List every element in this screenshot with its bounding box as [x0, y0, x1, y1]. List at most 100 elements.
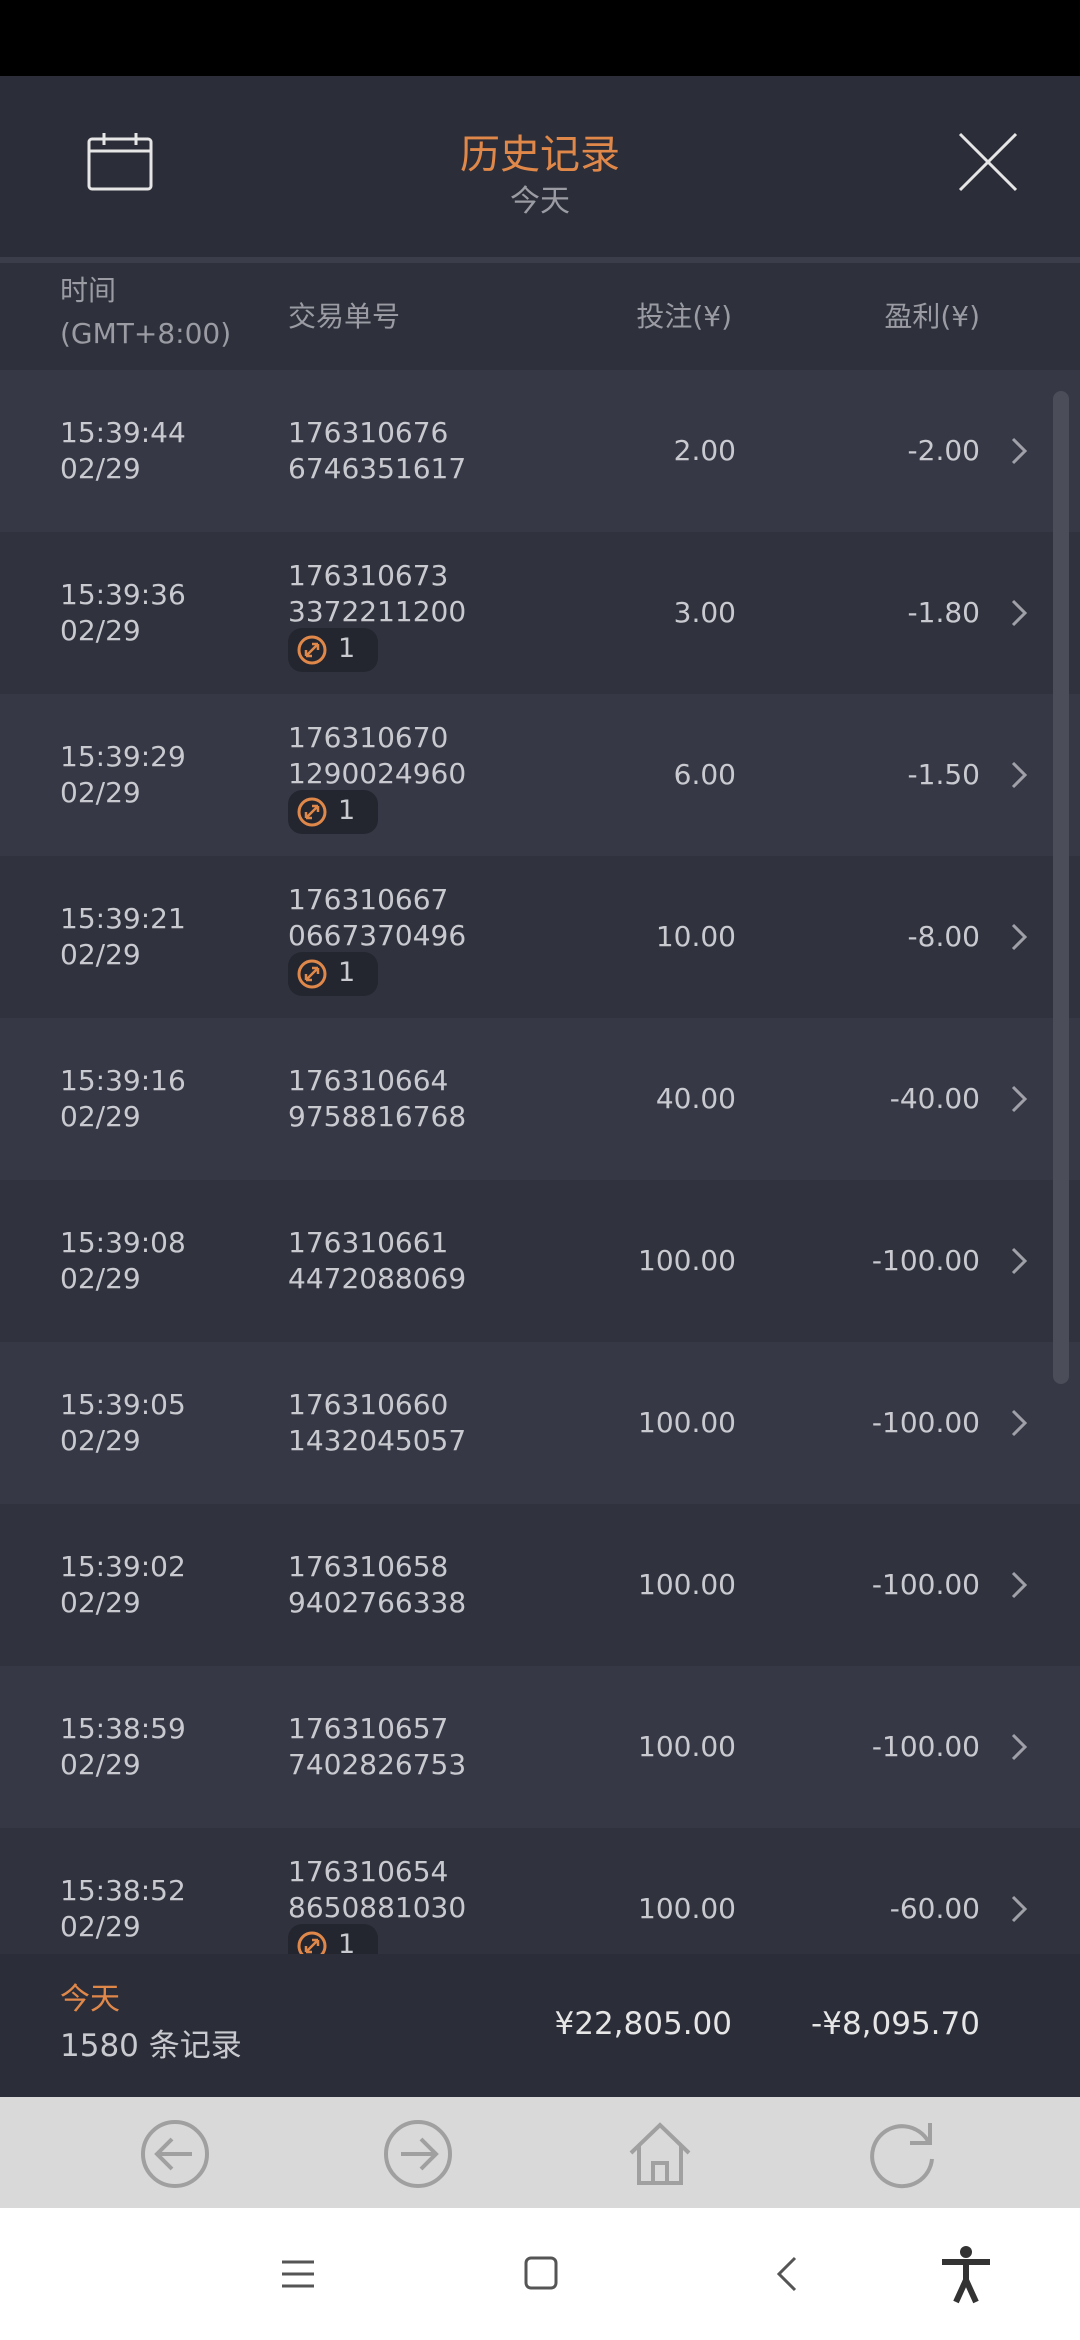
row-date: 02/29 [60, 1262, 141, 1295]
row-date: 02/29 [60, 1586, 141, 1619]
badge-count: 1 [338, 1929, 356, 1954]
back-nav-button[interactable] [775, 2256, 799, 2292]
col-bet: 投注(¥) [636, 300, 732, 333]
row-profit: -100.00 [871, 1244, 980, 1277]
row-bet: 2.00 [673, 434, 736, 467]
row-badge: 1 [288, 790, 378, 834]
badge-icon [297, 797, 327, 827]
row-date: 02/29 [60, 938, 141, 971]
recents-button[interactable] [282, 2258, 314, 2290]
row-bet: 100.00 [638, 1568, 736, 1601]
record-row[interactable]: 15:39:08 02/29 176310661 4472088069 100.00 -1… [0, 1180, 1080, 1342]
row-order-id: 176310667 [288, 883, 449, 916]
row-profit: -40.00 [889, 1082, 980, 1115]
row-bet: 100.00 [638, 1892, 736, 1925]
row-time: 15:38:52 [60, 1874, 186, 1907]
row-profit: -100.00 [871, 1568, 980, 1601]
back-button[interactable] [140, 2119, 210, 2189]
record-row[interactable]: 15:39:36 02/29 176310673 3372211200 1 3.00 -1.… [0, 532, 1080, 694]
badge-count: 1 [338, 795, 356, 826]
record-row[interactable]: 15:39:21 02/29 176310667 0667370496 1 10.00 -8… [0, 856, 1080, 1018]
row-profit: -1.80 [907, 596, 980, 629]
row-badge: 1 [288, 1924, 378, 1954]
home-button[interactable] [625, 2119, 695, 2189]
footer-total-profit: -¥8,095.70 [811, 2006, 980, 2042]
row-order-id: 176310661 [288, 1226, 449, 1259]
row-time: 15:39:02 [60, 1550, 186, 1583]
browser-toolbar [0, 2097, 1080, 2208]
record-row[interactable]: 15:38:59 02/29 176310657 7402826753 100.00 -1… [0, 1666, 1080, 1828]
column-header: 时间 (GMT+8:00) 交易单号 投注(¥) 盈利(¥) [0, 263, 1080, 370]
row-order-id: 3372211200 [288, 595, 467, 628]
row-date: 02/29 [60, 1748, 141, 1781]
row-chevron [1010, 1733, 1028, 1761]
row-date: 02/29 [60, 614, 141, 647]
row-time: 15:39:36 [60, 578, 186, 611]
row-chevron [1010, 437, 1028, 465]
row-order-id: 4472088069 [288, 1262, 467, 1295]
calendar-button[interactable] [86, 131, 154, 193]
row-order-id: 0667370496 [288, 919, 467, 952]
row-order-id: 176310658 [288, 1550, 449, 1583]
col-time: 时间 [60, 274, 117, 307]
header: 历史记录 今天 [0, 76, 1080, 257]
row-profit: -60.00 [889, 1892, 980, 1925]
row-order-id: 176310657 [288, 1712, 449, 1745]
row-time: 15:38:59 [60, 1712, 186, 1745]
row-badge: 1 [288, 628, 378, 672]
row-bet: 100.00 [638, 1730, 736, 1763]
row-profit: -100.00 [871, 1406, 980, 1439]
row-bet: 100.00 [638, 1244, 736, 1277]
row-bet: 100.00 [638, 1406, 736, 1439]
record-row[interactable]: 15:39:02 02/29 176310658 9402766338 100.00 -1… [0, 1504, 1080, 1666]
row-time: 15:39:44 [60, 416, 186, 449]
row-profit: -1.50 [907, 758, 980, 791]
record-list: 15:39:44 02/29 176310676 6746351617 2.00 -2.0… [0, 370, 1080, 1954]
row-badge: 1 [288, 952, 378, 996]
badge-count: 1 [338, 633, 356, 664]
record-row[interactable]: 15:39:16 02/29 176310664 9758816768 40.00 -40… [0, 1018, 1080, 1180]
row-time: 15:39:21 [60, 902, 186, 935]
row-order-id: 1432045057 [288, 1424, 467, 1457]
record-row[interactable]: 15:38:52 02/29 176310654 8650881030 1 100.00 -… [0, 1828, 1080, 1954]
badge-count: 1 [338, 957, 356, 988]
title: 历史记录 [460, 132, 620, 178]
row-order-id: 9402766338 [288, 1586, 467, 1619]
row-profit: -100.00 [871, 1730, 980, 1763]
col-order-id: 交易单号 [288, 300, 401, 333]
row-order-id: 176310660 [288, 1388, 449, 1421]
row-time: 15:39:16 [60, 1064, 186, 1097]
footer-total-bet: ¥22,805.00 [554, 2006, 733, 2042]
row-bet: 3.00 [673, 596, 736, 629]
row-time: 15:39:05 [60, 1388, 186, 1421]
close-button[interactable] [958, 132, 1018, 192]
record-row[interactable]: 15:39:05 02/29 176310660 1432045057 100.00 -1… [0, 1342, 1080, 1504]
row-date: 02/29 [60, 1424, 141, 1457]
home-nav-button[interactable] [524, 2256, 558, 2290]
status-bar [0, 0, 1080, 76]
row-time: 15:39:29 [60, 740, 186, 773]
record-row[interactable]: 15:39:44 02/29 176310676 6746351617 2.00 -2.0… [0, 370, 1080, 532]
row-date: 02/29 [60, 452, 141, 485]
summary-footer: 今天 1580 条记录 ¥22,805.00 -¥8,095.70 [0, 1954, 1080, 2097]
row-chevron [1010, 923, 1028, 951]
row-bet: 6.00 [673, 758, 736, 791]
row-chevron [1010, 1247, 1028, 1275]
row-order-id: 9758816768 [288, 1100, 467, 1133]
accessibility-button[interactable] [940, 2246, 992, 2304]
refresh-button[interactable] [868, 2119, 938, 2189]
badge-icon [297, 1931, 327, 1954]
footer-period: 今天 [60, 1982, 120, 2017]
row-bet: 10.00 [655, 920, 736, 953]
forward-button[interactable] [383, 2119, 453, 2189]
record-row[interactable]: 15:39:29 02/29 176310670 1290024960 1 6.00 -1.… [0, 694, 1080, 856]
col-timezone: (GMT+8:00) [60, 317, 232, 350]
separator [0, 257, 1080, 263]
row-chevron [1010, 761, 1028, 789]
system-nav-bar [0, 2208, 1080, 2340]
row-profit: -2.00 [907, 434, 980, 467]
col-profit: 盈利(¥) [884, 300, 980, 333]
row-chevron [1010, 1085, 1028, 1113]
row-order-id: 176310654 [288, 1855, 449, 1888]
